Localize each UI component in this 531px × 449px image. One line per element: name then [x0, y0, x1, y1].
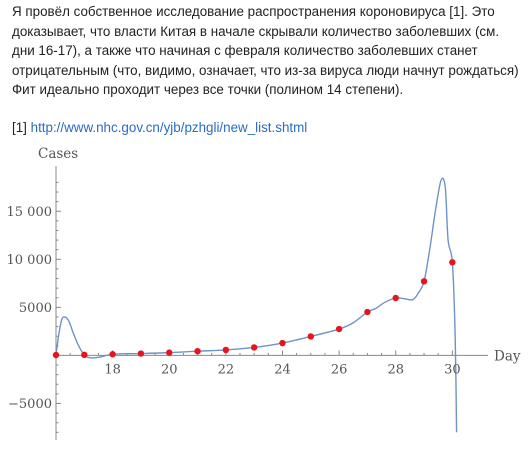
x-axis-title: Day [494, 348, 521, 364]
x-tick-label: 26 [331, 362, 348, 377]
chart-axes [55, 166, 488, 440]
reference-link[interactable]: http://www.nhc.gov.cn/yjb/pzhgli/new_lis… [30, 119, 308, 135]
reference-line: [1] http://www.nhc.gov.cn/yjb/pzhgli/new… [12, 118, 524, 138]
y-tick-label: 15 000 [7, 205, 53, 220]
data-point [222, 346, 230, 354]
data-point [279, 339, 286, 347]
fit-curve [55, 177, 458, 433]
data-point [392, 294, 399, 302]
x-tick-label: 28 [387, 362, 404, 377]
scatter-chart: 18 20 22 24 26 28 30 −5000 5000 10 000 15 000 Cases… [7, 146, 521, 440]
data-point [194, 347, 201, 355]
data-point [109, 351, 116, 358]
data-point [449, 259, 456, 266]
fit-curve-group [55, 177, 458, 433]
x-tick-label: 20 [161, 362, 178, 377]
x-tick-label: 18 [104, 362, 121, 377]
data-point [81, 351, 88, 359]
data-point [307, 333, 314, 340]
data-point [250, 344, 258, 351]
y-tick-label: −5000 [8, 397, 52, 412]
reference-marker: [1] [12, 119, 27, 135]
y-axis-title: Cases [38, 146, 78, 162]
data-point [52, 351, 60, 359]
post-body: Я провёл собственное исследование распро… [12, 2, 524, 137]
y-tick-label: 5000 [19, 301, 52, 316]
y-tick-label: 10 000 [7, 253, 53, 268]
post-paragraph: Я провёл собственное исследование распро… [12, 4, 519, 97]
data-point [364, 308, 371, 316]
data-points [52, 259, 456, 359]
data-point [335, 325, 343, 333]
data-point [166, 349, 173, 356]
data-point [420, 278, 428, 285]
tick-labels: 18 20 22 24 26 28 30 −5000 5000 10 000 15 000 Cases… [7, 146, 521, 412]
x-tick-label: 30 [444, 362, 461, 377]
x-tick-label: 24 [274, 362, 291, 377]
data-point [137, 350, 145, 357]
x-tick-label: 22 [218, 362, 235, 377]
